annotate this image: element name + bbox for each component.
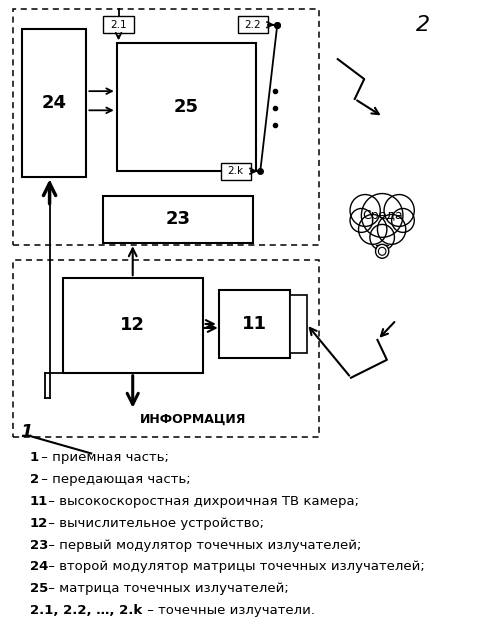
Bar <box>22 29 86 177</box>
Bar <box>290 295 306 353</box>
Bar <box>221 163 251 180</box>
Circle shape <box>392 209 414 232</box>
Circle shape <box>384 195 414 227</box>
Bar <box>237 17 268 33</box>
Text: – второй модулятор матрицы точечных излучателей;: – второй модулятор матрицы точечных излу… <box>44 561 425 573</box>
Text: – высокоскоростная дихроичная ТВ камера;: – высокоскоростная дихроичная ТВ камера; <box>44 495 359 508</box>
Text: 2: 2 <box>30 473 39 486</box>
Text: 2.1: 2.1 <box>110 20 127 30</box>
Text: 2: 2 <box>416 15 430 35</box>
Text: 11: 11 <box>30 495 48 508</box>
Text: 1: 1 <box>20 422 33 440</box>
Bar <box>63 278 203 372</box>
Text: Среда: Среда <box>362 209 403 222</box>
Text: 12: 12 <box>30 516 48 530</box>
Text: – вычислительное устройство;: – вычислительное устройство; <box>44 516 264 530</box>
Text: – приемная часть;: – приемная часть; <box>37 451 169 464</box>
Text: – матрица точечных излучателей;: – матрица точечных излучателей; <box>44 582 289 595</box>
Circle shape <box>350 195 381 227</box>
Circle shape <box>377 214 406 244</box>
Text: 23: 23 <box>30 538 48 552</box>
Text: 23: 23 <box>166 211 191 228</box>
Circle shape <box>379 247 386 255</box>
Text: ИНФОРМАЦИЯ: ИНФОРМАЦИЯ <box>140 413 246 426</box>
Circle shape <box>350 209 373 232</box>
Text: 2.2: 2.2 <box>244 20 261 30</box>
Circle shape <box>358 214 387 244</box>
Text: 2.k: 2.k <box>228 166 244 176</box>
Text: – первый модулятор точечных излучателей;: – первый модулятор точечных излучателей; <box>44 538 361 552</box>
Bar <box>103 196 253 243</box>
Bar <box>103 17 134 33</box>
Bar <box>13 10 319 245</box>
Text: 1: 1 <box>30 451 39 464</box>
Circle shape <box>370 225 395 250</box>
Text: 11: 11 <box>241 315 267 333</box>
Bar <box>13 260 319 438</box>
Text: 25: 25 <box>30 582 48 595</box>
Bar <box>116 44 257 171</box>
Text: 12: 12 <box>120 316 145 335</box>
Text: 25: 25 <box>174 98 199 116</box>
Text: – передающая часть;: – передающая часть; <box>37 473 191 486</box>
Text: 2.1, 2.2, …, 2.k: 2.1, 2.2, …, 2.k <box>30 604 142 617</box>
Text: 24: 24 <box>30 561 48 573</box>
Text: 24: 24 <box>42 94 67 112</box>
Text: – точечные излучатели.: – точечные излучатели. <box>143 604 315 617</box>
Bar <box>219 290 290 358</box>
Circle shape <box>361 193 403 237</box>
Circle shape <box>375 244 389 259</box>
